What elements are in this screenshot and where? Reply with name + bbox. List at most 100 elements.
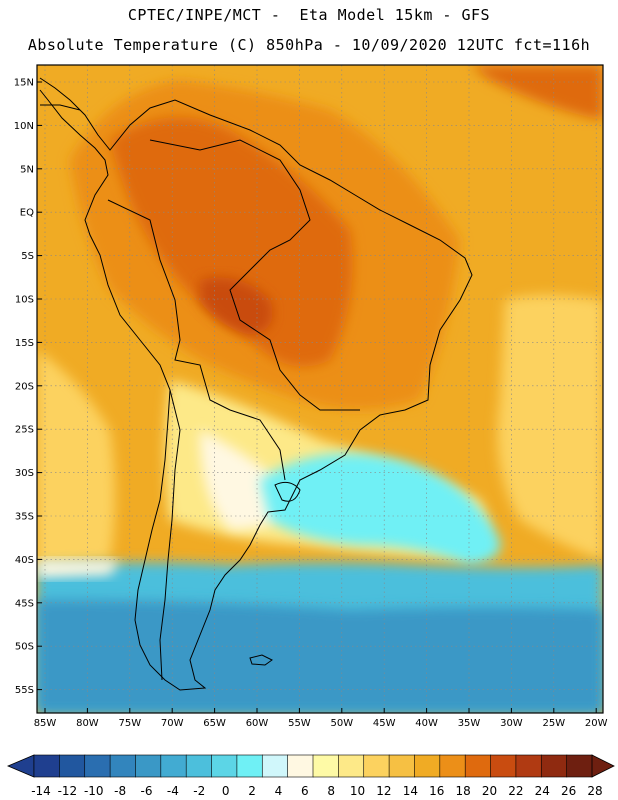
field-cream-west (37, 560, 120, 578)
lat-label: 15N (14, 78, 34, 89)
lon-label: 45W (373, 718, 396, 729)
colorbar-swatch (160, 754, 187, 778)
colorbar-label: 12 (376, 784, 391, 798)
longitude-labels: 85W 80W 75W 70W 65W 60W 55W 50W 45W 40W 35W 30W 25W 2… (34, 708, 608, 729)
colorbar-label: -14 (31, 784, 51, 798)
lon-label: 60W (246, 718, 269, 729)
colorbar-label: -6 (141, 784, 153, 798)
lon-label: 70W (161, 718, 184, 729)
colorbar-label: 6 (301, 784, 309, 798)
lat-label: 15S (15, 338, 34, 349)
colorbar-swatch (135, 754, 162, 778)
lat-label: EQ (20, 208, 34, 219)
colorbar-label: 26 (561, 784, 576, 798)
andes-border (107, 199, 286, 481)
colorbar-swatch (211, 754, 238, 778)
colorbar-swatch (312, 754, 339, 778)
lat-label: 35S (15, 512, 34, 523)
colorbar-label: 18 (455, 784, 470, 798)
chart-title: CPTEC/INPE/MCT - Eta Model 15km - GFS (127, 6, 491, 24)
latitude-labels: 15N 10N 5N EQ 5S 10S 15S 20S 25S 30S 35S 40S 45S 50S 5… (14, 78, 42, 696)
graticule (37, 65, 603, 713)
field-continent-hot (110, 117, 353, 367)
colorbar-swatch (439, 754, 466, 778)
field-hot-ne (470, 65, 603, 120)
lat-label: 20S (15, 381, 34, 392)
colorbar-labels: -14 -12 -10 -8 -6 -4 -2 0 2 4 6 8 10 12 14 16 18 20 22 24 26… (31, 784, 602, 798)
lon-label: 20W (585, 718, 608, 729)
colorbar-swatch (287, 754, 314, 778)
lon-label: 40W (415, 718, 438, 729)
colorbar-swatch (33, 754, 60, 778)
colorbar-swatch (414, 754, 441, 778)
colorbar-swatch (338, 754, 365, 778)
lat-label: 25S (15, 425, 34, 436)
colorbar-arrow-left (6, 754, 35, 778)
field-pacific-yellow (37, 350, 115, 570)
lat-label: 50S (15, 642, 34, 653)
caribbean-coast (40, 104, 81, 111)
field-pale-east (497, 295, 603, 560)
colorbar-label: 4 (275, 784, 283, 798)
coastline (39, 77, 473, 691)
colorbar-swatch (59, 754, 86, 778)
chart-subtitle: Absolute Temperature (C) 850hPa - 10/09/… (27, 36, 591, 54)
colorbar-label: 28 (587, 784, 602, 798)
lon-label: 75W (118, 718, 141, 729)
falkland-islands (249, 654, 273, 666)
colorbar-swatch (566, 754, 593, 778)
lat-label: 10N (14, 121, 34, 132)
colorbar-label: 24 (535, 784, 550, 798)
colorbar-label: 20 (482, 784, 497, 798)
lat-label: 40S (15, 555, 34, 566)
field-hot-core (200, 277, 273, 335)
argentina-border (159, 389, 181, 681)
map-frame (36, 64, 604, 714)
colorbar-label: -2 (193, 784, 205, 798)
lon-label: 65W (203, 718, 226, 729)
colorbar-label: 8 (327, 784, 335, 798)
field-colder-south (37, 600, 603, 713)
lon-label: 85W (34, 718, 57, 729)
colorbar-label: 14 (403, 784, 418, 798)
colorbar-label: -4 (167, 784, 179, 798)
colorbar-label: 22 (508, 784, 523, 798)
temperature-field (37, 65, 603, 713)
lon-label: 25W (542, 718, 565, 729)
lat-label: 10S (15, 295, 34, 306)
colorbar-swatch (109, 754, 137, 778)
field-cold-front (260, 453, 501, 565)
south-america-coastline (39, 77, 473, 691)
colorbar-label: 0 (222, 784, 230, 798)
colorbar-label: -12 (58, 784, 78, 798)
colorbar-swatch (540, 754, 568, 778)
colorbar-arrow-right (591, 754, 615, 778)
colorbar-label: 16 (429, 784, 444, 798)
lon-label: 80W (76, 718, 99, 729)
colorbar-swatch (363, 754, 390, 778)
colorbar-swatch (515, 754, 542, 778)
lat-label: 55S (15, 685, 34, 696)
brazil-border (149, 139, 360, 411)
rio-de-la-plata (274, 481, 301, 502)
lon-label: 50W (330, 718, 353, 729)
lon-label: 55W (288, 718, 311, 729)
lat-label: 45S (15, 598, 34, 609)
colorbar-swatch (490, 754, 517, 778)
colorbar (6, 754, 615, 778)
lon-label: 35W (458, 718, 481, 729)
lat-label: 5S (21, 251, 34, 262)
colorbar-swatch (388, 754, 416, 778)
colorbar-swatch (185, 754, 213, 778)
colorbar-swatch (84, 754, 111, 778)
colorbar-label: -10 (84, 784, 104, 798)
colorbar-swatch (236, 754, 263, 778)
colorbar-swatch (261, 754, 289, 778)
colorbar-label: 2 (248, 784, 256, 798)
colorbar-swatch (464, 754, 492, 778)
colorbar-label: 10 (350, 784, 365, 798)
lon-label: 30W (500, 718, 523, 729)
lat-label: 5N (20, 164, 34, 175)
colorbar-label: -8 (114, 784, 126, 798)
